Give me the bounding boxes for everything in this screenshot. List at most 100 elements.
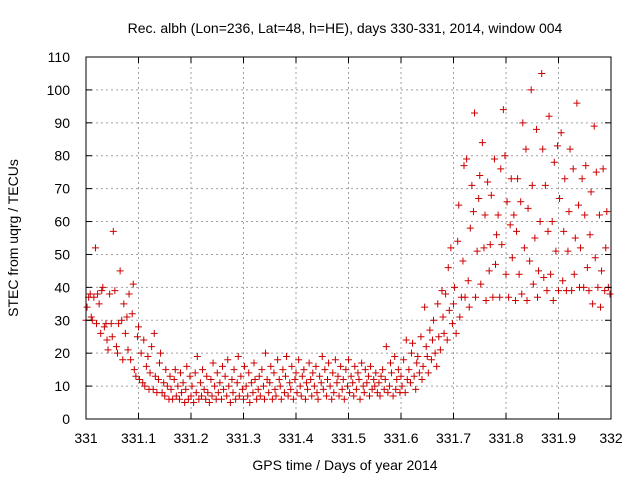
data-point	[559, 277, 567, 285]
data-point	[123, 313, 131, 321]
data-point	[435, 333, 443, 341]
data-point	[242, 382, 250, 390]
y-tick-label: 60	[54, 214, 70, 230]
x-axis-label: GPS time / Days of year 2014	[252, 457, 437, 473]
data-point	[539, 145, 547, 153]
data-point	[597, 303, 604, 311]
data-point	[498, 241, 506, 249]
data-point	[339, 376, 347, 384]
data-point	[456, 313, 464, 321]
data-point	[313, 389, 321, 397]
data-point	[137, 349, 145, 357]
data-point	[414, 352, 422, 360]
data-point	[245, 369, 253, 377]
data-point	[583, 264, 591, 272]
data-point	[318, 352, 326, 360]
data-point	[513, 227, 520, 235]
data-point	[291, 376, 299, 384]
data-point	[305, 359, 313, 367]
data-point	[230, 366, 238, 374]
data-point	[389, 392, 397, 400]
data-point	[268, 395, 276, 403]
data-point	[216, 379, 224, 387]
data-point	[518, 290, 526, 298]
data-point	[144, 352, 152, 360]
data-point	[256, 392, 264, 400]
data-point	[244, 392, 252, 400]
data-point	[86, 290, 94, 298]
data-point	[160, 379, 168, 387]
data-point	[514, 175, 522, 183]
data-point	[489, 293, 497, 301]
data-point	[540, 273, 548, 281]
data-point	[286, 379, 294, 387]
data-point	[360, 389, 368, 397]
data-point	[510, 211, 518, 219]
data-point	[187, 392, 195, 400]
chart-title: Rec. albh (Lon=236, Lat=48, h=HE), days …	[128, 20, 563, 36]
data-point	[174, 382, 182, 390]
data-point	[372, 369, 380, 377]
data-point	[370, 376, 378, 384]
data-point	[314, 395, 322, 403]
data-point	[515, 270, 523, 278]
data-point	[221, 372, 229, 380]
data-point	[440, 329, 448, 337]
data-point	[391, 352, 399, 360]
data-point	[83, 303, 91, 311]
data-point	[265, 389, 273, 397]
data-point	[188, 382, 196, 390]
data-point	[376, 392, 384, 400]
data-point	[472, 293, 480, 301]
data-point	[434, 300, 442, 308]
data-point	[125, 290, 133, 298]
data-point	[237, 372, 245, 380]
data-point	[519, 119, 527, 127]
data-point	[226, 399, 234, 407]
data-point	[259, 382, 267, 390]
data-point	[140, 336, 148, 344]
data-point	[340, 395, 348, 403]
x-tick-label: 331.8	[488, 430, 523, 446]
data-point	[544, 227, 552, 235]
data-point	[338, 385, 346, 393]
y-tick-label: 70	[54, 181, 70, 197]
data-point	[354, 369, 362, 377]
data-point	[225, 382, 233, 390]
data-point	[356, 395, 364, 403]
axis-ticks	[85, 56, 612, 420]
data-point	[436, 346, 444, 354]
x-tick-label: 331.3	[226, 430, 261, 446]
x-tick-label: 331.6	[383, 430, 418, 446]
data-point	[568, 287, 576, 295]
x-tick-label: 332	[599, 430, 623, 446]
data-point	[523, 297, 531, 305]
data-point	[157, 349, 165, 357]
data-point	[249, 389, 257, 397]
data-point	[87, 313, 95, 321]
data-point	[266, 379, 274, 387]
data-point	[99, 283, 107, 291]
data-point	[586, 231, 594, 239]
data-point	[186, 372, 194, 380]
data-point	[179, 379, 187, 387]
data-point	[445, 306, 453, 314]
data-point	[162, 366, 170, 374]
data-point	[452, 329, 460, 337]
data-point	[439, 313, 447, 321]
data-point	[272, 392, 280, 400]
x-tick-label: 331.9	[541, 430, 576, 446]
data-point	[223, 392, 231, 400]
data-point	[438, 287, 446, 295]
data-point	[549, 297, 557, 305]
y-axis-label: STEC from uqrg / TECUs	[5, 159, 21, 317]
data-point	[375, 379, 383, 387]
data-point	[501, 152, 509, 160]
data-point	[592, 168, 600, 176]
data-point	[196, 379, 204, 387]
data-point	[524, 204, 532, 212]
data-point	[412, 385, 420, 393]
data-point	[171, 366, 179, 374]
data-point	[275, 376, 283, 384]
data-point	[120, 300, 128, 308]
